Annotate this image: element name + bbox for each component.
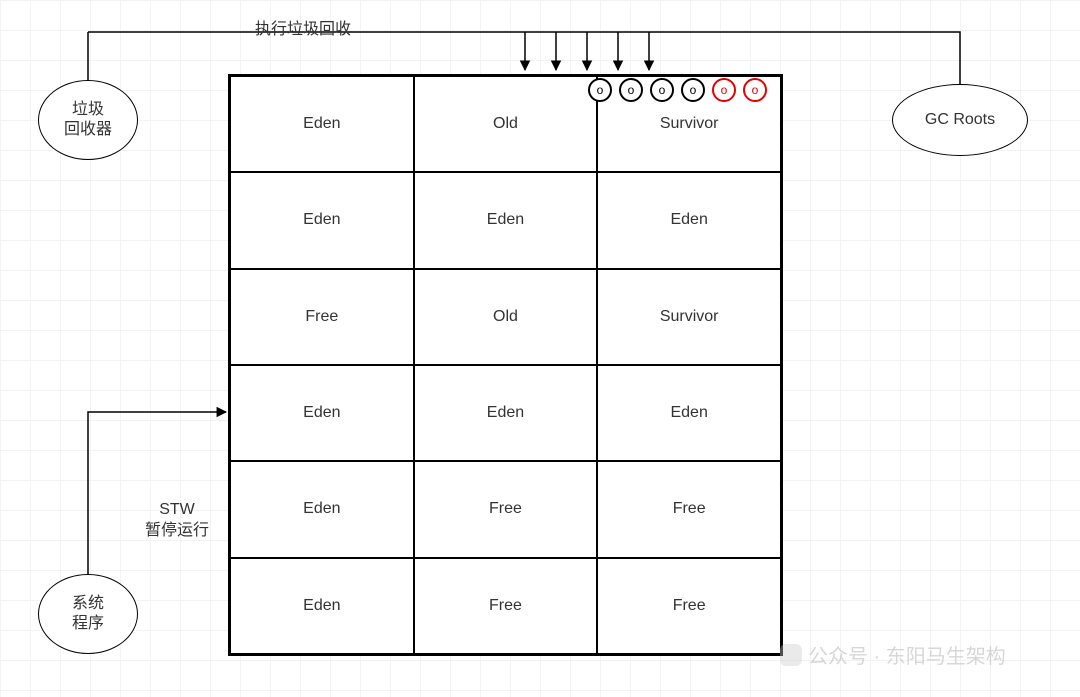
heap-cell: Eden	[414, 172, 598, 268]
wechat-icon	[780, 644, 802, 666]
gc-roots-label: GC Roots	[925, 110, 995, 130]
heap-cell: Free	[230, 269, 414, 365]
heap-object: o	[619, 78, 643, 102]
heap-cell: Eden	[230, 461, 414, 557]
heap-cell: Free	[414, 558, 598, 654]
top-arrow-label: 执行垃圾回收	[255, 20, 351, 41]
heap-cell: Eden	[230, 76, 414, 172]
heap-cell: Eden	[597, 365, 781, 461]
heap-object: o	[650, 78, 674, 102]
heap-cell: Survivor	[597, 269, 781, 365]
gc-collector-node: 垃圾 回收器	[38, 80, 138, 160]
system-program-node: 系统 程序	[38, 574, 138, 654]
gc-collector-label: 垃圾 回收器	[64, 100, 112, 140]
heap-cell: Eden	[230, 558, 414, 654]
heap-cell: Eden	[230, 365, 414, 461]
heap-cell: Free	[414, 461, 598, 557]
heap-cell: Free	[597, 558, 781, 654]
heap-object: o	[681, 78, 705, 102]
heap-object: o	[588, 78, 612, 102]
heap-cell: Eden	[230, 172, 414, 268]
heap-object: o	[743, 78, 767, 102]
heap-object: o	[712, 78, 736, 102]
heap-cell: Free	[597, 461, 781, 557]
watermark-text: 公众号 · 东阳马生架构	[808, 640, 1006, 669]
watermark: 公众号 · 东阳马生架构	[780, 640, 1006, 669]
heap-cell: Eden	[414, 365, 598, 461]
system-program-label: 系统 程序	[72, 594, 104, 634]
heap-region-table: EdenOldSurvivorEdenEdenEdenFreeOldSurviv…	[228, 74, 783, 656]
heap-cell: Old	[414, 269, 598, 365]
gc-roots-node: GC Roots	[892, 84, 1028, 156]
heap-cell: Old	[414, 76, 598, 172]
heap-cell: Eden	[597, 172, 781, 268]
stw-label: STW 暂停运行	[145, 500, 209, 542]
